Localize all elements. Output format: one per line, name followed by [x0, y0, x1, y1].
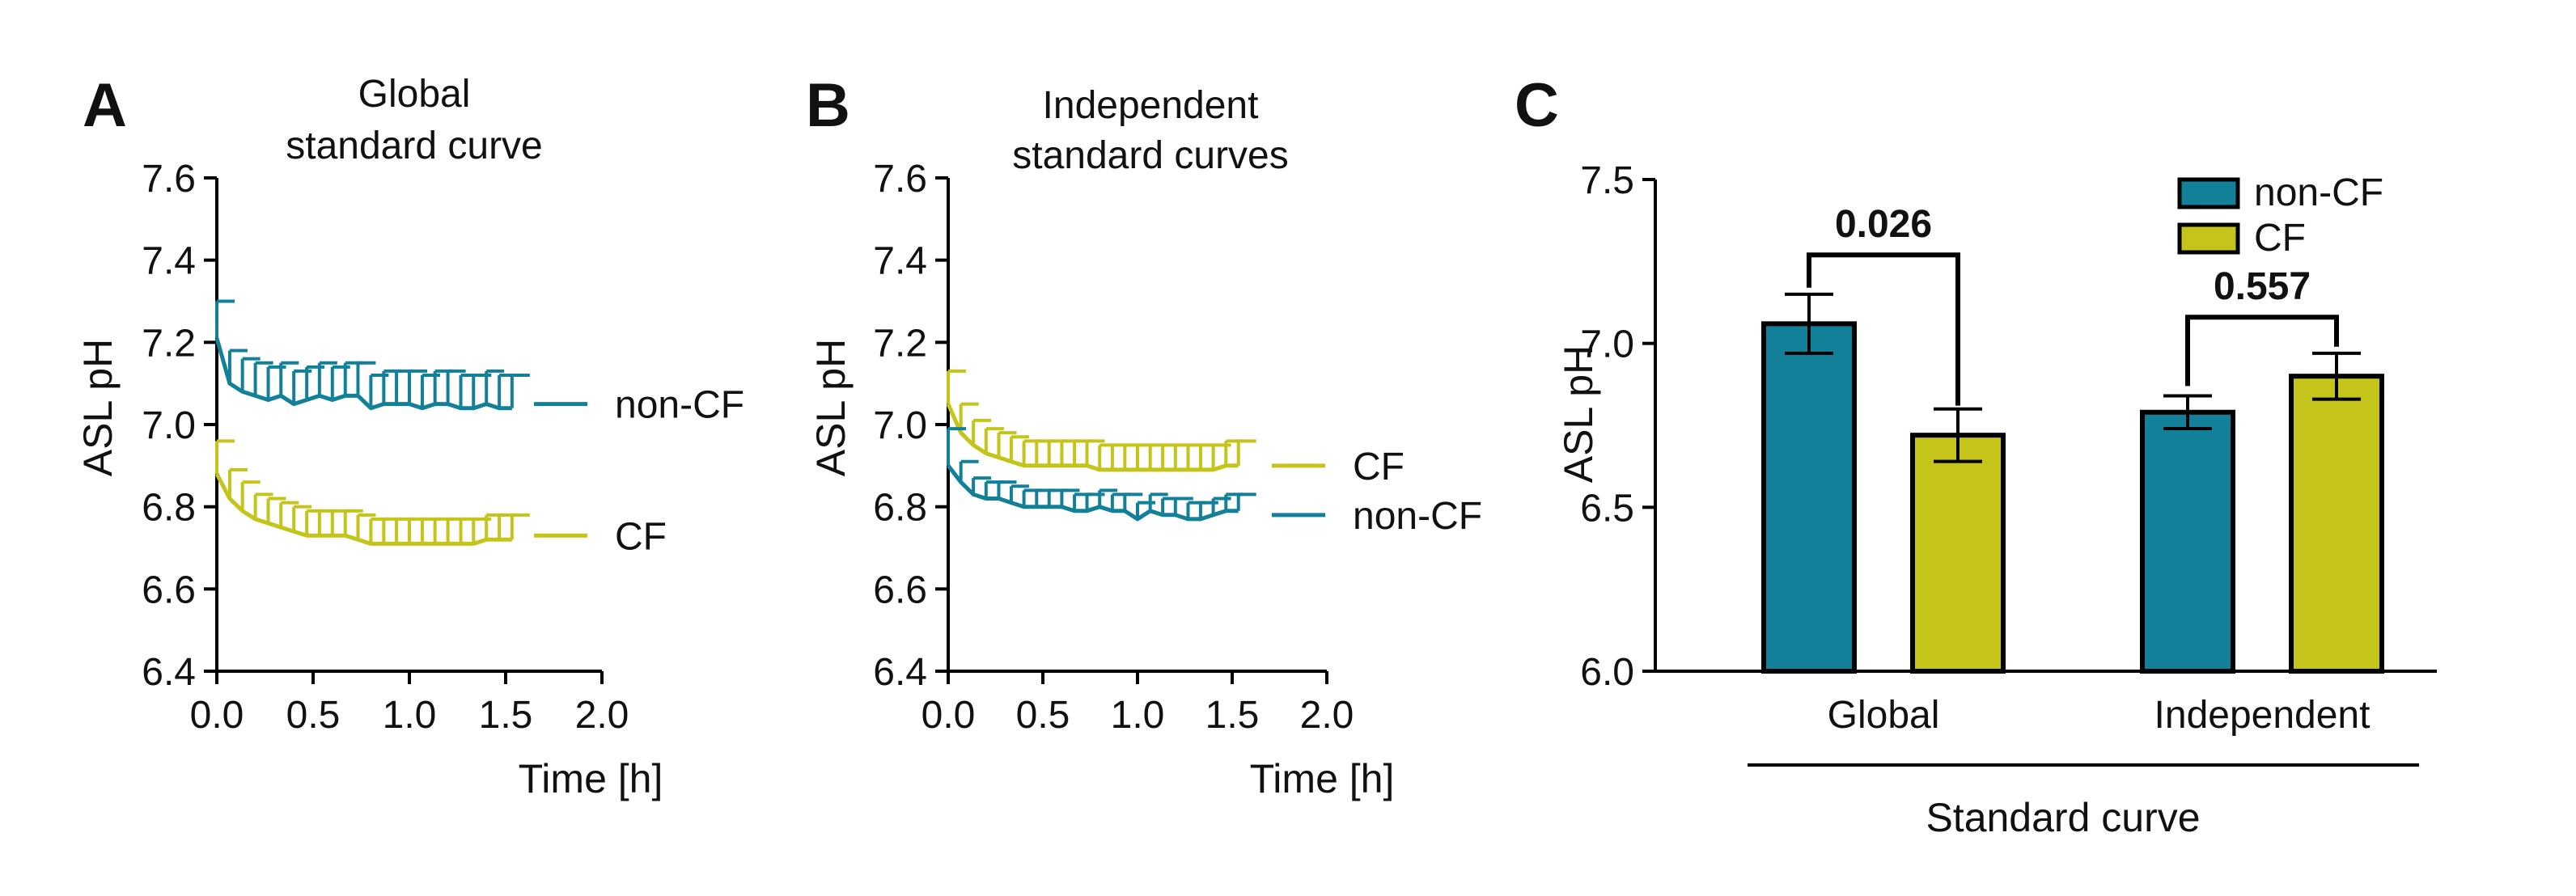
panel-a-y-tick-label: 6.6: [142, 568, 196, 611]
panel-c-x-axis-label: Standard curve: [1926, 795, 2200, 840]
panel-c-y-tick-label: 6.0: [1580, 651, 1634, 694]
panel-c-p-value-label: 0.557: [2214, 265, 2311, 308]
panel-a-x-tick-label: 1.0: [383, 694, 437, 737]
panel-c-y-tick-label: 7.0: [1580, 323, 1634, 366]
panel-c-legend-swatch-cf: [2177, 222, 2240, 255]
panel-b-cf-series-line: [946, 403, 1239, 472]
panel-c-bar-non-cf-independent: [2140, 409, 2235, 674]
panel-a-line-chart: Global standard curve Time [h] ASL pH 6.…: [75, 73, 744, 801]
panel-b-y-tick-label: 7.4: [873, 240, 927, 283]
panel-a-non-cf-series-line: [214, 337, 512, 411]
panel-c-bar-non-cf-global: [1761, 321, 1857, 674]
panel-a-x-tick-label: 1.5: [479, 694, 533, 737]
panel-b-x-tick-label: 0.5: [1016, 694, 1070, 737]
panel-b-y-tick-label: 7.2: [873, 322, 927, 365]
panel-b-x-tick-label: 0.0: [922, 694, 976, 737]
panel-c-y-tick-label: 6.5: [1580, 487, 1634, 530]
panel-c-p-value-label: 0.026: [1835, 203, 1932, 246]
panel-c-significance-bracket: [2185, 315, 2339, 387]
panel-a-y-tick-label: 7.6: [142, 158, 196, 201]
panel-a-x-tick-label: 0.5: [286, 694, 341, 737]
panel-a-y-tick-label: 6.4: [142, 651, 196, 694]
panel-a-title-line-1: Global: [358, 73, 471, 116]
panel-c-category-label-independent: Independent: [2154, 694, 2371, 737]
panel-b-title-line-1: Independent: [1043, 84, 1259, 127]
panel-a-y-tick-label: 6.8: [142, 487, 196, 530]
panel-b-x-tick-label: 1.0: [1111, 694, 1165, 737]
panel-a-x-tick-label: 2.0: [575, 694, 629, 737]
panel-b-y-tick-label: 6.6: [873, 568, 927, 611]
panel-a-y-tick-label: 7.4: [142, 240, 196, 283]
panel-letter-c: C: [1515, 71, 1559, 140]
panel-c-legend-label-non-cf: non-CF: [2254, 171, 2383, 214]
panel-a-cf-series-line: [214, 472, 512, 546]
panel-c-legend-label-cf: CF: [2254, 217, 2306, 260]
panel-a-x-axis-label: Time [h]: [519, 756, 663, 801]
panel-c-y-tick-label: 7.5: [1580, 159, 1634, 202]
panel-b-title-line-2: standard curves: [1012, 134, 1289, 177]
panel-b-legend-label-cf: CF: [1353, 446, 1405, 488]
panel-a-y-axis-label: ASL pH: [75, 339, 121, 476]
panel-b-x-tick-label: 1.5: [1205, 694, 1260, 737]
panel-b-y-tick-label: 7.6: [873, 158, 927, 201]
panel-b-legend-label-non-cf: non-CF: [1353, 495, 1482, 538]
panel-b-x-axis-label: Time [h]: [1250, 756, 1395, 801]
panel-b-y-axis-label: ASL pH: [808, 339, 854, 476]
panel-b-line-chart: Independent standard curves Time [h] ASL…: [808, 84, 1482, 801]
panel-a-y-tick-label: 7.2: [142, 322, 196, 365]
panel-c-significance-bracket: [1807, 252, 1960, 406]
panel-b-y-tick-label: 6.8: [873, 487, 927, 530]
panel-a-legend-label-cf: CF: [615, 515, 667, 558]
panel-a-legend-label-non-cf: non-CF: [615, 384, 744, 427]
panel-a-title-line-2: standard curve: [286, 125, 543, 167]
panel-b-non-cf-series-line: [947, 464, 1239, 522]
panel-c-legend-swatch-non-cf: [2177, 177, 2240, 209]
panel-letter-a: A: [83, 71, 127, 140]
panel-c-bar-chart: ASL pH Standard curve 6.0 6.5 7.0 7.5 Global…: [1556, 159, 2437, 840]
panel-a-x-tick-label: 0.0: [190, 694, 244, 737]
panel-c-bar-cf-global: [1910, 433, 2006, 674]
panel-c-bar-cf-independent: [2289, 374, 2384, 674]
panel-b-x-tick-label: 2.0: [1300, 694, 1354, 737]
panel-c-y-axis-label: ASL pH: [1556, 345, 1601, 483]
panel-a-y-tick-label: 7.0: [142, 404, 196, 447]
panel-b-y-tick-label: 6.4: [873, 651, 927, 694]
panel-letter-b: B: [806, 71, 850, 140]
panel-b-y-tick-label: 7.0: [873, 404, 927, 447]
panel-c-category-label-global: Global: [1828, 694, 1940, 737]
